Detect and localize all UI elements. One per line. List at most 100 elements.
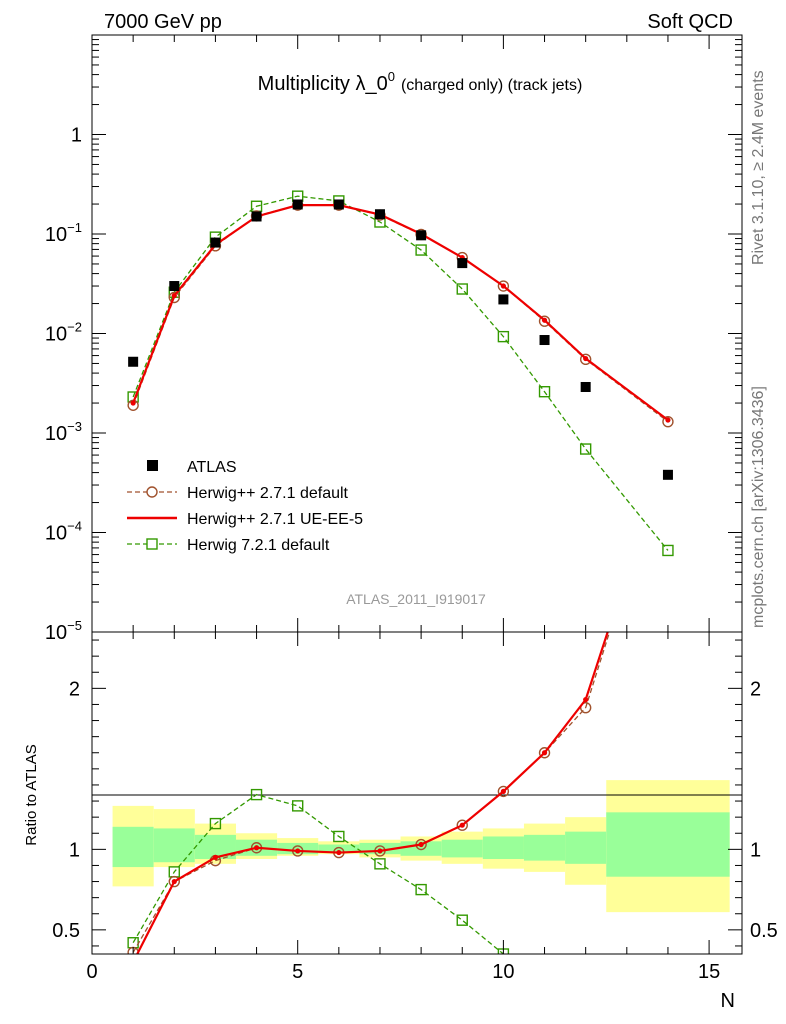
y-tick-exp: −5: [67, 618, 82, 633]
y-tick-label-ratio-right: 1: [750, 839, 761, 861]
series-3-line-main: [132, 195, 669, 551]
y-tick-base: 1: [71, 125, 82, 147]
series-2-marker-ratio: [500, 788, 506, 794]
y-tick-base: 10: [45, 224, 67, 246]
series-3-marker-ratio: [250, 788, 263, 801]
y-tick-label-main: 10−1: [45, 220, 82, 246]
y-tick-base: 10: [45, 423, 67, 445]
series-3-marker-ratio: [581, 967, 591, 977]
series-2-marker-main: [130, 400, 136, 406]
y-tick-label-ratio-right: 0.5: [750, 920, 778, 942]
main-y-ticks: 110−110−210−310−410−5: [45, 39, 742, 644]
series-2-marker-main: [171, 293, 177, 299]
series-3-marker-main: [662, 544, 674, 557]
series-3-marker-ratio: [374, 858, 386, 870]
x-tick-label: 0: [86, 961, 97, 983]
series-3-marker-main: [538, 386, 551, 398]
title-superscript: 0: [388, 69, 395, 84]
atlas-data-point: [374, 209, 385, 220]
series-2-marker-ratio: [459, 822, 465, 828]
y-tick-exp: −1: [67, 220, 82, 235]
y-tick-exp: −2: [67, 320, 82, 335]
plot-title: Multiplicity λ_00 (charged only) (track j…: [258, 69, 583, 95]
y-tick-label-main: 10−2: [45, 320, 82, 346]
legend-label: ATLAS: [187, 459, 237, 476]
atlas-data-point: [416, 230, 427, 241]
analysis-id: ATLAS_2011_I919017: [346, 591, 486, 607]
series-2-marker-ratio: [665, 444, 670, 449]
series-1-marker-main: [497, 280, 510, 292]
y-tick-base: 10: [45, 523, 67, 545]
y-tick-label-main: 1: [71, 125, 82, 147]
x-tick-label: 5: [292, 961, 303, 983]
band-inner: [606, 812, 730, 877]
main-series-layer: [127, 190, 674, 557]
y-tick-label-ratio: 1: [69, 839, 80, 861]
series-3-marker-ratio: [663, 978, 673, 988]
atlas-data-point: [457, 258, 468, 269]
series-2-marker-ratio: [583, 697, 589, 703]
band-inner: [565, 831, 607, 864]
ratio-y-ticks: 0.5 0.5 1 1 2 2: [52, 639, 778, 947]
series-2-marker-ratio: [131, 959, 136, 964]
ratio-plot-panel: 0.5 0.5 1 1 2 2 Ratio to ATLAS: [23, 442, 778, 988]
series-1-marker-main: [579, 353, 592, 366]
y-tick-label-main: 10−5: [45, 618, 82, 644]
series-2-marker-ratio: [377, 848, 383, 854]
atlas-data-point: [292, 199, 303, 210]
series-3-marker-ratio: [456, 914, 468, 926]
series-2-marker-ratio: [336, 849, 342, 856]
title-main: Multiplicity λ_0: [258, 73, 388, 95]
series-3-marker-main: [456, 283, 468, 295]
series-2-marker-ratio: [212, 854, 219, 861]
main-series-clip: [127, 190, 674, 557]
band-inner: [441, 839, 483, 858]
series-2-marker-ratio: [541, 750, 548, 756]
header-left: 7000 GeV pp: [104, 11, 222, 33]
band-inner: [482, 836, 524, 860]
main-plot-panel: 110−110−210−310−410−5 ATLAS_2011_I919017…: [45, 34, 743, 644]
y-tick-label-ratio: 2: [69, 678, 80, 700]
atlas-data-point: [580, 381, 591, 392]
x-axis-ticks: 0 5 10 15: [86, 35, 720, 983]
series-1-marker-ratio: [663, 442, 673, 452]
series-2-marker-main: [500, 283, 506, 289]
series-3-marker-ratio: [291, 800, 304, 812]
series-2-marker-main: [541, 317, 548, 323]
y-tick-label-main: 10−3: [45, 419, 82, 445]
ratio-uncertainty-bands: [112, 780, 730, 913]
band-inner: [318, 844, 360, 853]
series-2-marker-ratio: [295, 848, 301, 854]
legend-label: Herwig 7.2.1 default: [187, 537, 330, 554]
series-1-marker-main: [662, 415, 674, 428]
series-1-marker-main: [168, 291, 180, 304]
series-3-marker-ratio: [333, 830, 345, 843]
y-tick-exp: −4: [67, 519, 82, 534]
band-inner: [400, 841, 442, 856]
legend-marker-circle: [146, 486, 158, 498]
series-3-line-ratio: [132, 793, 506, 954]
series-3-marker-ratio: [209, 817, 222, 830]
band-inner: [523, 834, 566, 861]
series-2-marker-ratio: [253, 845, 260, 851]
series-2-marker-main: [583, 355, 589, 362]
y-tick-label-ratio-right: 2: [750, 678, 761, 700]
series-3-marker-main: [579, 443, 592, 455]
band-inner: [112, 826, 154, 868]
atlas-data-point: [169, 281, 180, 292]
atlas-data-point: [210, 237, 221, 248]
series-3-marker-main: [497, 330, 510, 343]
title-tail: (charged only) (track jets): [401, 77, 582, 94]
series-1-marker-ratio: [168, 875, 180, 888]
atlas-data-point: [539, 335, 550, 346]
band-inner: [153, 828, 195, 863]
series-3-marker-main: [415, 244, 427, 256]
atlas-data-point: [662, 469, 673, 480]
mcplots-label: mcplots.cern.ch [arXiv:1306.3436]: [750, 386, 767, 628]
atlas-data-point: [128, 356, 139, 367]
header-right: Soft QCD: [647, 11, 733, 33]
series-2-marker-ratio: [418, 841, 424, 848]
legend: ATLAS Herwig++ 2.7.1 default Herwig++ 2.7.…: [127, 459, 363, 554]
ratio-frame: [91, 631, 743, 955]
